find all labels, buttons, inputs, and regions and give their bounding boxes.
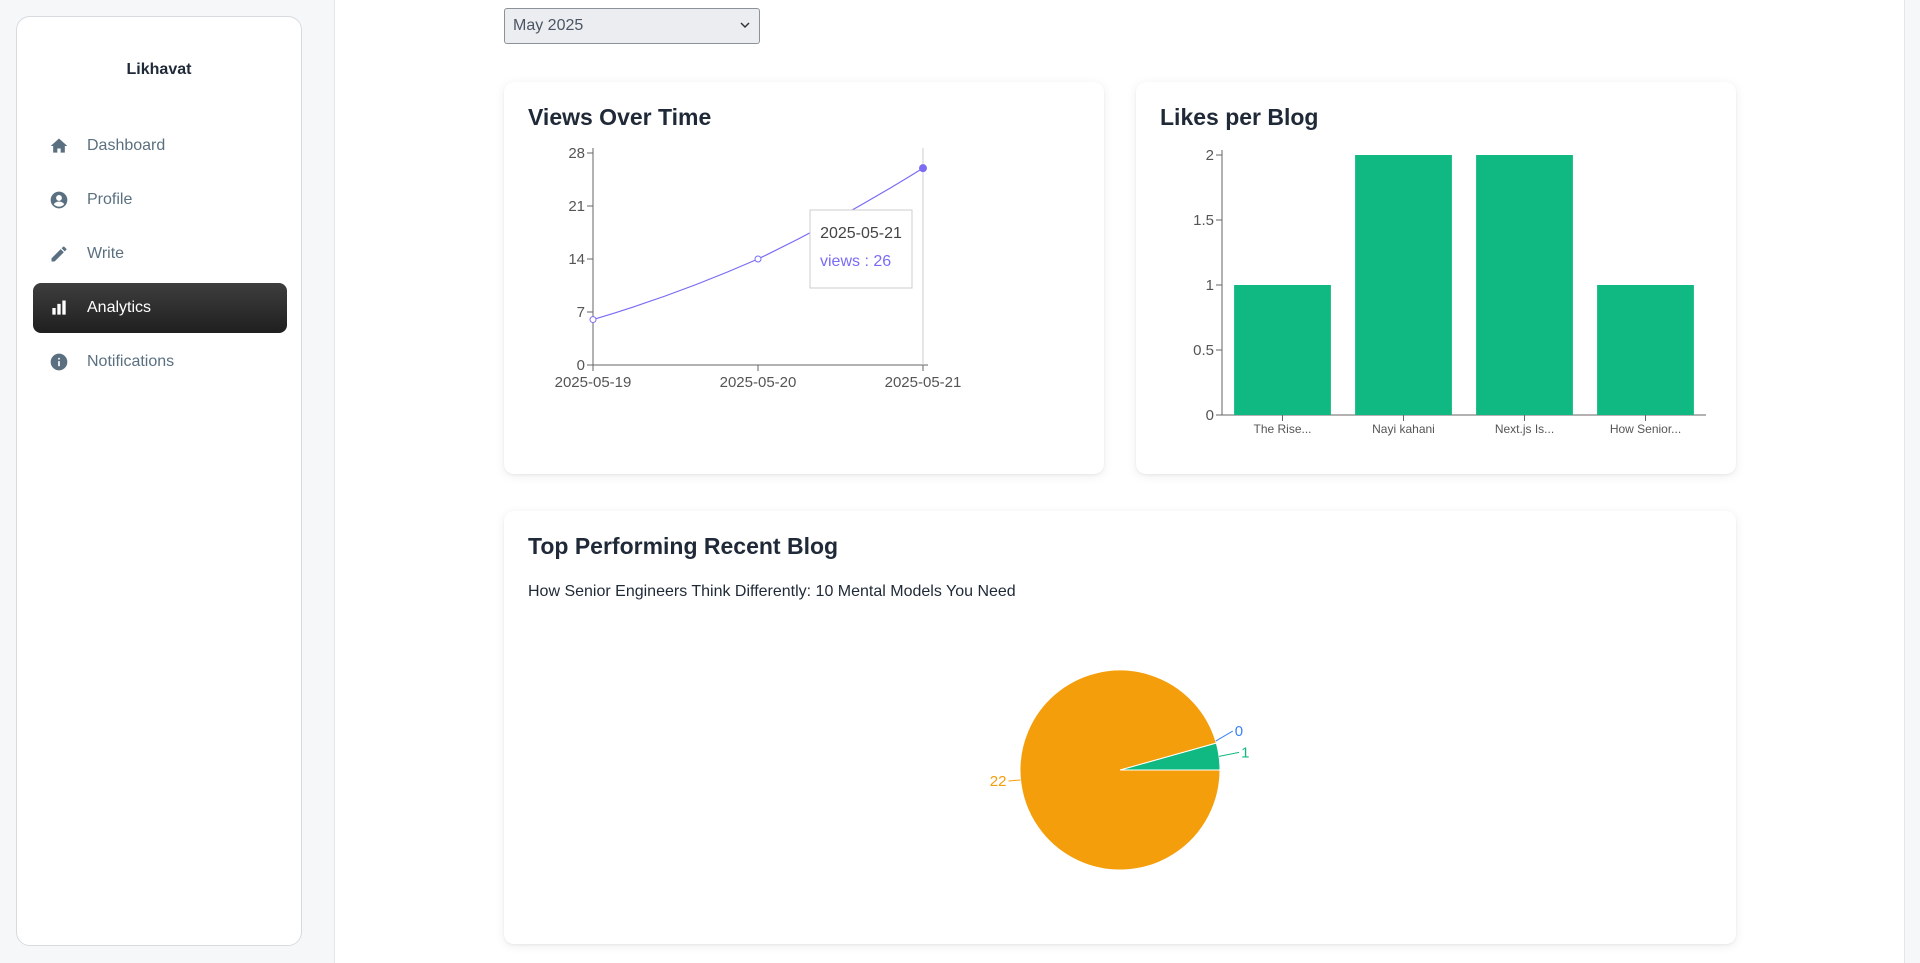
info-icon: [49, 352, 69, 372]
sidebar-item-label: Analytics: [87, 299, 152, 316]
pie-label-leader: [1218, 751, 1240, 757]
sidebar-nav: Dashboard Profile Write Analytics: [33, 121, 287, 391]
views-over-time-card: Views Over Time 0 7 14 21 28 2025-05-19 2025-0…: [504, 82, 1104, 474]
sidebar-item-label: Dashboard: [87, 137, 166, 154]
likes-bar: [1355, 155, 1452, 415]
sidebar: Likhavat Dashboard Profile Write: [16, 16, 302, 946]
tooltip-box: [809, 209, 913, 289]
likes-bar: [1476, 155, 1573, 415]
main-divider: [334, 0, 335, 963]
likes-bar: [1234, 285, 1331, 415]
home-icon: [49, 136, 69, 156]
pencil-icon: [49, 244, 69, 264]
views-data-point: [754, 255, 762, 263]
top-blog-pie-chart: 1 0 22: [990, 669, 1249, 871]
chevron-down-icon: [740, 22, 750, 29]
sidebar-item-write[interactable]: Write: [33, 229, 287, 279]
page-scrollbar[interactable]: [1904, 0, 1920, 963]
views-data-point: [589, 316, 597, 324]
top-card-title: Top Performing Recent Blog: [528, 533, 839, 559]
x-tick-label: How Senior...: [1610, 422, 1681, 436]
tooltip-date: 2025-05-21: [820, 225, 902, 242]
x-tick-label: Nayi kahani: [1372, 422, 1435, 436]
y-tick-label: 1: [1206, 277, 1214, 294]
sidebar-item-label: Notifications: [87, 353, 175, 370]
pie-slice-label: 1: [1241, 744, 1249, 761]
sidebar-item-label: Profile: [87, 191, 133, 208]
y-tick-label: 28: [568, 145, 585, 162]
brand-name: Likhavat: [126, 61, 192, 78]
month-select-value: May 2025: [513, 17, 584, 34]
pie-label-leader: [1008, 779, 1021, 782]
sidebar-item-notifications[interactable]: Notifications: [33, 337, 287, 387]
sidebar-item-dashboard[interactable]: Dashboard: [33, 121, 287, 171]
likes-card-title: Likes per Blog: [1160, 104, 1319, 130]
x-tick-label: The Rise...: [1253, 422, 1311, 436]
views-line-chart: 0 7 14 21 28 2025-05-19 2025-05-20 2025-05-21 20…: [555, 145, 962, 391]
y-tick-label: 1.5: [1193, 212, 1214, 229]
y-tick-label: 2: [1206, 147, 1214, 164]
likes-bar: [1597, 285, 1694, 415]
sidebar-item-analytics[interactable]: Analytics: [33, 283, 287, 333]
sidebar-item-label: Write: [87, 245, 125, 262]
y-tick-label: 0: [577, 357, 585, 374]
y-tick-label: 21: [568, 198, 585, 215]
views-data-point: [919, 164, 927, 173]
user-circle-icon: [49, 190, 69, 210]
likes-bar-chart: 0 0.5 1 1.5 2 The Rise... Nayi kahani Next.js I…: [1193, 147, 1706, 436]
x-tick-label: 2025-05-20: [720, 374, 797, 391]
pie-slice-label: 22: [990, 773, 1007, 790]
pie-slice: [1019, 669, 1221, 871]
y-tick-label: 0.5: [1193, 342, 1214, 359]
top-performing-card: Top Performing Recent Blog How Senior En…: [504, 511, 1736, 944]
views-card-title: Views Over Time: [528, 104, 712, 130]
x-tick-label: 2025-05-19: [555, 374, 632, 391]
y-tick-label: 7: [577, 304, 585, 321]
x-tick-label: Next.js Is...: [1495, 422, 1554, 436]
likes-per-blog-card: Likes per Blog 0 0.5 1 1.5 2 The Rise... Nayi …: [1136, 82, 1736, 474]
y-tick-label: 0: [1206, 407, 1214, 424]
tooltip-value: views : 26: [820, 253, 891, 270]
bar-chart-icon: [49, 298, 69, 318]
month-select[interactable]: May 2025: [504, 8, 760, 44]
pie-slice-label: 0: [1235, 723, 1243, 740]
x-tick-label: 2025-05-21: [885, 374, 962, 391]
top-blog-title[interactable]: How Senior Engineers Think Differently: …: [528, 583, 1016, 600]
y-tick-label: 14: [568, 251, 585, 268]
pie-label-leader: [1215, 730, 1233, 742]
sidebar-item-profile[interactable]: Profile: [33, 175, 287, 225]
